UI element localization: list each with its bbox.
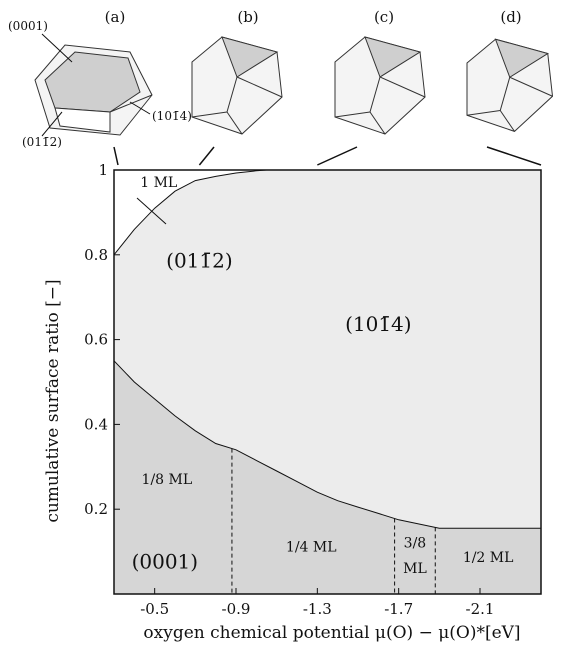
crystal-leader-line xyxy=(41,111,63,137)
region-label: (101̄4) xyxy=(345,312,412,336)
coverage-label: 1/4 ML xyxy=(286,540,337,556)
crystal-edge xyxy=(466,110,501,116)
region-label: (0001) xyxy=(132,550,199,574)
plot-frame xyxy=(113,169,542,595)
crystal-shape xyxy=(34,44,153,136)
crystal-shape xyxy=(191,36,283,135)
x-tick-label: -0.5 xyxy=(140,600,169,618)
coverage-label: ML xyxy=(403,561,427,577)
coverage-label: 1/8 ML xyxy=(142,472,193,488)
crystal-edge xyxy=(499,110,515,132)
crystal-edge xyxy=(369,111,386,135)
y-tick-label: 0.6 xyxy=(84,331,108,349)
y-tick-label: 0.4 xyxy=(84,415,108,433)
region-label: (011̄2) xyxy=(166,249,233,273)
y-axis-label: cumulative surface ratio [−] xyxy=(43,279,63,522)
crystal-edge xyxy=(509,76,553,97)
coverage-label: 1/2 ML xyxy=(463,550,514,566)
boundary-line-0001 xyxy=(113,360,541,529)
crystal-edge xyxy=(236,76,283,98)
crystal-edge xyxy=(226,111,243,135)
axes: -0.5 -0.9 -1.3 -1.7 -2.1 0.2 0.4 0.6 0.8 1 xyxy=(84,161,542,618)
crystal-marker-line xyxy=(113,146,119,166)
crystal-edge xyxy=(379,76,426,98)
crystal-face-0001 xyxy=(221,36,279,78)
crystal-edge xyxy=(334,111,371,118)
crystal-face-0001 xyxy=(364,36,422,78)
y-tick-label: 0.8 xyxy=(84,246,108,264)
plot-area: 1/8 ML 1/4 ML 3/8 ML 1/2 ML 1 ML (0001) (101̄4)… xyxy=(113,169,541,594)
x-tick-label: -1.3 xyxy=(303,600,332,618)
coverage-label: 3/8 xyxy=(404,535,427,551)
crystal-face-0001 xyxy=(494,38,549,78)
x-tick-label: -2.1 xyxy=(466,600,495,618)
y-tick-label: 0.2 xyxy=(84,500,108,518)
crystal-marker-line xyxy=(198,146,215,166)
crystal-edge xyxy=(191,111,228,118)
crystal-marker-line xyxy=(317,146,358,166)
crystal-edge xyxy=(499,77,511,111)
crystal-marker-line xyxy=(486,146,542,166)
crystal-panel-label: (c) xyxy=(374,8,394,26)
y-tick-label: 1 xyxy=(98,161,108,179)
crystal-shape xyxy=(334,36,426,135)
crystal-panel-label: (a) xyxy=(105,8,126,26)
x-tick-label: -0.9 xyxy=(222,600,251,618)
x-tick-label: -1.7 xyxy=(384,600,413,618)
crystal-face-label: (101̄4) xyxy=(152,109,192,123)
crystal-leader-line xyxy=(41,33,73,63)
crystal-shape xyxy=(466,38,554,132)
leader-line-1ml xyxy=(136,197,167,225)
crystal-edge xyxy=(109,94,153,113)
crystal-face-label: (011̄2) xyxy=(22,135,62,149)
crystal-edge xyxy=(369,76,381,113)
crystal-face-label: (0001) xyxy=(8,19,48,33)
region-0001 xyxy=(114,360,541,594)
crystal-edge xyxy=(226,76,238,113)
crystal-panel-label: (b) xyxy=(237,8,258,26)
coverage-label: 1 ML xyxy=(140,175,177,191)
x-axis-label: oxygen chemical potential μ(O) − μ(O)*[e… xyxy=(143,623,520,643)
crystal-face-01-12 xyxy=(54,107,111,133)
crystal-panel-label: (d) xyxy=(500,8,521,26)
crystal-leader-line xyxy=(129,101,151,115)
crystal-shapes: (a) (b) (c) (d) (0001) (011̄2) (101̄4) xyxy=(8,8,554,166)
